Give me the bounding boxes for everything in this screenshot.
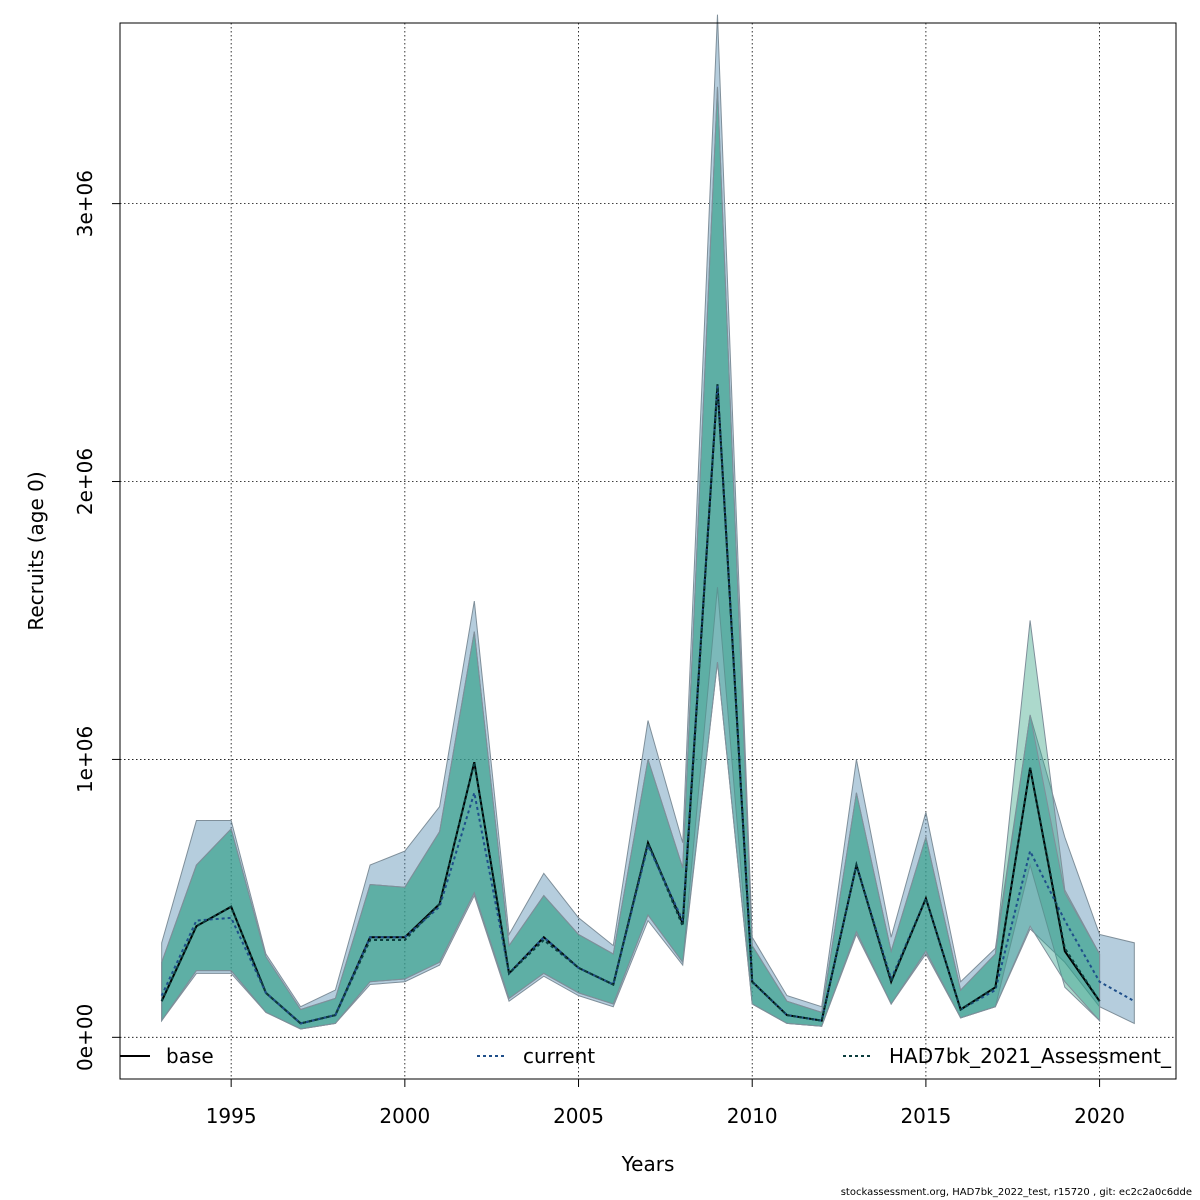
x-tick-label: 2020 xyxy=(1074,1104,1125,1128)
y-tick-label: 3e+06 xyxy=(73,170,97,237)
legend-label-had7bk-2021-assessment: HAD7bk_2021_Assessment_ xyxy=(889,1044,1172,1068)
legend-label-base: base xyxy=(166,1044,214,1068)
x-tick-label: 2005 xyxy=(553,1104,604,1128)
y-tick-label: 2e+06 xyxy=(73,448,97,515)
x-tick-label: 2015 xyxy=(900,1104,951,1128)
series-line-current xyxy=(160,384,1135,1025)
y-tick-label: 1e+06 xyxy=(73,726,97,793)
series-line-had7bk-2021-assessment xyxy=(160,384,1101,1025)
legend: base current HAD7bk_2021_Assessment_ xyxy=(120,1044,1172,1068)
x-tick-label: 2010 xyxy=(727,1104,778,1128)
y-axis: 0e+00 1e+06 2e+06 3e+06 xyxy=(73,170,120,1071)
legend-label-current: current xyxy=(523,1044,595,1068)
y-axis-title: Recruits (age 0) xyxy=(24,471,48,630)
series-lines xyxy=(160,384,1135,1025)
plot-frame xyxy=(119,22,1177,1080)
x-tick-label: 1995 xyxy=(206,1104,257,1128)
confidence-band-base xyxy=(161,86,1101,1030)
footer-credit: stockassessment.org, HAD7bk_2022_test, r… xyxy=(840,1187,1192,1198)
y-tick-label: 0e+00 xyxy=(73,1004,97,1071)
confidence-band-current xyxy=(161,14,1135,1030)
confidence-bands xyxy=(161,14,1135,1030)
x-axis-title: Years xyxy=(621,1152,675,1176)
x-tick-label: 2000 xyxy=(379,1104,430,1128)
x-axis: 1995 2000 2005 2010 2015 2020 xyxy=(206,1079,1125,1128)
grid xyxy=(120,23,1176,1079)
